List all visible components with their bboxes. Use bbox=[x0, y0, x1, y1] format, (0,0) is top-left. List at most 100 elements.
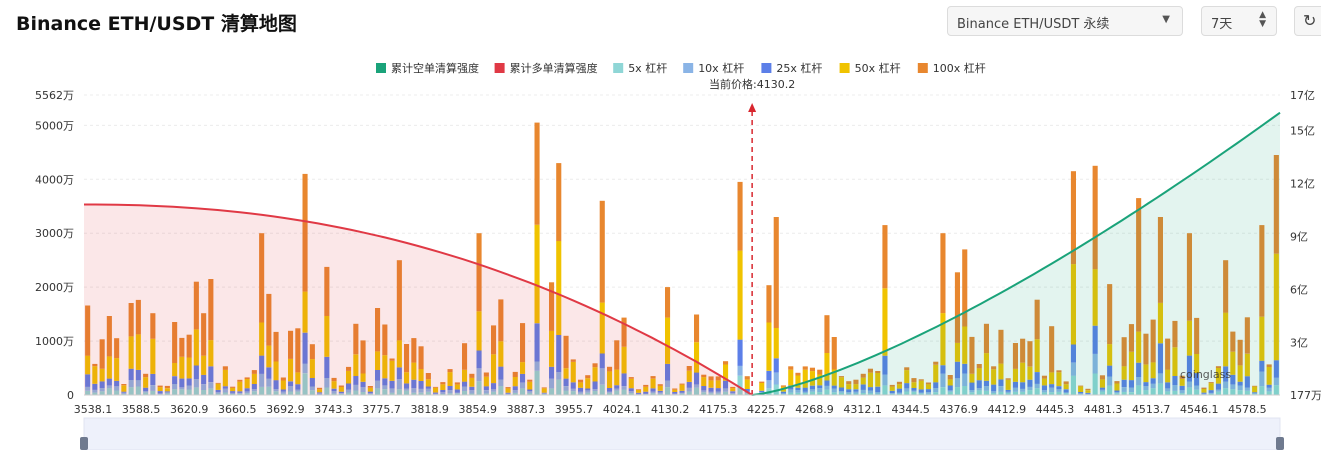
bar-segment[interactable] bbox=[1179, 375, 1185, 379]
bar-segment[interactable] bbox=[389, 388, 395, 393]
bar-segment[interactable] bbox=[578, 393, 584, 395]
bar-segment[interactable] bbox=[418, 388, 424, 393]
bar-segment[interactable] bbox=[1172, 320, 1178, 348]
bar-segment[interactable] bbox=[1099, 375, 1105, 380]
bar-segment[interactable] bbox=[251, 391, 257, 395]
bar-segment[interactable] bbox=[1121, 337, 1127, 367]
bar-segment[interactable] bbox=[715, 380, 721, 389]
bar-segment[interactable] bbox=[92, 383, 98, 390]
bar-segment[interactable] bbox=[1034, 339, 1040, 372]
bar-segment[interactable] bbox=[860, 373, 866, 378]
bar-segment[interactable] bbox=[483, 376, 489, 387]
bar-segment[interactable] bbox=[1128, 392, 1134, 395]
bar-segment[interactable] bbox=[128, 387, 134, 395]
bar-segment[interactable] bbox=[135, 369, 141, 381]
bar-segment[interactable] bbox=[172, 389, 178, 395]
bar-segment[interactable] bbox=[773, 372, 779, 385]
bar-segment[interactable] bbox=[643, 393, 649, 395]
bar-segment[interactable] bbox=[99, 381, 105, 389]
bar-segment[interactable] bbox=[1027, 390, 1033, 395]
bar-segment[interactable] bbox=[382, 378, 388, 386]
bar-segment[interactable] bbox=[802, 366, 808, 370]
bar-segment[interactable] bbox=[824, 385, 830, 390]
bar-segment[interactable] bbox=[599, 353, 605, 369]
bar-segment[interactable] bbox=[215, 393, 221, 396]
bar-segment[interactable] bbox=[1186, 387, 1192, 395]
bar-segment[interactable] bbox=[824, 353, 830, 381]
bar-segment[interactable] bbox=[302, 173, 308, 292]
bar-segment[interactable] bbox=[976, 388, 982, 391]
bar-segment[interactable] bbox=[904, 367, 910, 371]
bar-segment[interactable] bbox=[831, 392, 837, 395]
bar-segment[interactable] bbox=[541, 388, 547, 393]
bar-segment[interactable] bbox=[360, 373, 366, 382]
bar-segment[interactable] bbox=[1136, 198, 1142, 332]
bar-segment[interactable] bbox=[418, 381, 424, 389]
bar-segment[interactable] bbox=[106, 388, 112, 395]
bar-segment[interactable] bbox=[1194, 317, 1200, 354]
bar-segment[interactable] bbox=[556, 379, 562, 395]
bar-segment[interactable] bbox=[585, 378, 591, 389]
bar-segment[interactable] bbox=[911, 382, 917, 388]
bar-segment[interactable] bbox=[708, 393, 714, 395]
bar-segment[interactable] bbox=[375, 388, 381, 395]
bar-segment[interactable] bbox=[1259, 386, 1265, 395]
bar-segment[interactable] bbox=[462, 386, 468, 392]
bar-segment[interactable] bbox=[237, 391, 243, 393]
bar-segment[interactable] bbox=[1056, 370, 1062, 373]
bar-segment[interactable] bbox=[1092, 165, 1098, 270]
bar-segment[interactable] bbox=[1034, 299, 1040, 340]
bar-segment[interactable] bbox=[1186, 320, 1192, 356]
bar-segment[interactable] bbox=[1070, 171, 1076, 265]
bar-segment[interactable] bbox=[157, 387, 163, 391]
bar-segment[interactable] bbox=[99, 391, 105, 395]
bar-segment[interactable] bbox=[904, 388, 910, 392]
symbol-select[interactable]: Binance ETH/USDT 永续 ▼ bbox=[947, 6, 1183, 36]
bar-segment[interactable] bbox=[860, 389, 866, 393]
bar-segment[interactable] bbox=[1230, 384, 1236, 390]
bar-segment[interactable] bbox=[1128, 324, 1134, 352]
bar-segment[interactable] bbox=[694, 387, 700, 395]
bar-segment[interactable] bbox=[1034, 388, 1040, 395]
legend-swatch[interactable] bbox=[376, 63, 386, 73]
bar-segment[interactable] bbox=[766, 285, 772, 323]
bar-segment[interactable] bbox=[1194, 385, 1200, 390]
bar-segment[interactable] bbox=[288, 386, 294, 392]
bar-segment[interactable] bbox=[1078, 393, 1084, 395]
bar-segment[interactable] bbox=[679, 383, 685, 385]
bar-segment[interactable] bbox=[469, 373, 475, 378]
bar-segment[interactable] bbox=[780, 393, 786, 395]
bar-segment[interactable] bbox=[933, 361, 939, 365]
bar-segment[interactable] bbox=[621, 373, 627, 387]
bar-segment[interactable] bbox=[172, 376, 178, 384]
legend-label[interactable]: 100x 杠杆 bbox=[933, 61, 986, 75]
bar-segment[interactable] bbox=[585, 390, 591, 393]
bar-segment[interactable] bbox=[1063, 392, 1069, 394]
bar-segment[interactable] bbox=[353, 323, 359, 355]
bar-segment[interactable] bbox=[701, 386, 707, 391]
bar-segment[interactable] bbox=[795, 375, 801, 388]
bar-segment[interactable] bbox=[498, 386, 504, 395]
bar-segment[interactable] bbox=[404, 390, 410, 395]
bar-segment[interactable] bbox=[730, 388, 736, 392]
bar-segment[interactable] bbox=[360, 381, 366, 388]
bar-segment[interactable] bbox=[527, 391, 533, 393]
bar-segment[interactable] bbox=[563, 368, 569, 379]
bar-segment[interactable] bbox=[1070, 362, 1076, 376]
bar-segment[interactable] bbox=[179, 389, 185, 395]
bar-segment[interactable] bbox=[1172, 385, 1178, 391]
bar-segment[interactable] bbox=[389, 392, 395, 395]
bar-segment[interactable] bbox=[433, 393, 439, 395]
bar-segment[interactable] bbox=[251, 389, 257, 392]
bar-segment[interactable] bbox=[1143, 390, 1149, 395]
bar-segment[interactable] bbox=[418, 392, 424, 395]
bar-segment[interactable] bbox=[541, 393, 547, 394]
bar-segment[interactable] bbox=[266, 367, 272, 379]
bar-segment[interactable] bbox=[1237, 339, 1243, 366]
bar-segment[interactable] bbox=[940, 365, 946, 374]
bar-segment[interactable] bbox=[193, 379, 199, 388]
bar-segment[interactable] bbox=[925, 392, 931, 394]
bar-segment[interactable] bbox=[853, 391, 859, 394]
bar-segment[interactable] bbox=[665, 287, 671, 318]
bar-segment[interactable] bbox=[628, 391, 634, 394]
